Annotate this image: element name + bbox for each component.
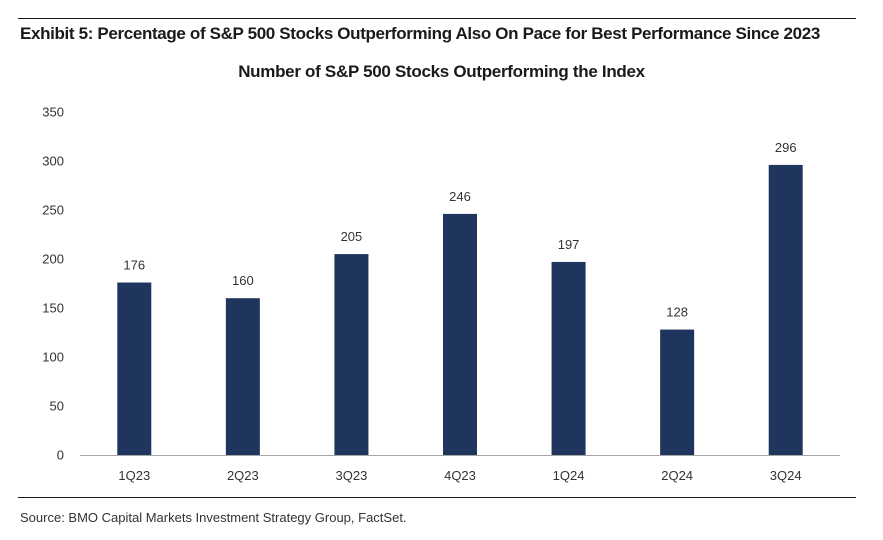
chart-title: Number of S&P 500 Stocks Outperforming t…	[238, 62, 645, 81]
bar-2q23	[225, 298, 260, 455]
bar-2q24	[660, 329, 695, 455]
source-note: Source: BMO Capital Markets Investment S…	[20, 510, 407, 525]
exhibit-title: Exhibit 5: Percentage of S&P 500 Stocks …	[20, 24, 820, 43]
data-label: 205	[341, 229, 363, 244]
bars	[117, 164, 803, 456]
y-tick-label: 150	[42, 301, 64, 316]
x-tick-label: 2Q24	[661, 468, 693, 483]
bar-3q24	[768, 164, 803, 456]
x-tick-label: 3Q24	[770, 468, 802, 483]
data-label: 128	[666, 305, 688, 320]
y-tick-label: 100	[42, 350, 64, 365]
data-label: 246	[449, 189, 471, 204]
data-label: 176	[123, 258, 145, 273]
data-label: 160	[232, 273, 254, 288]
bar-3q23	[334, 254, 369, 455]
y-tick-label: 50	[50, 399, 64, 414]
x-tick-label: 4Q23	[444, 468, 476, 483]
bar-1q24	[551, 261, 586, 455]
x-tick-label: 3Q23	[336, 468, 368, 483]
y-tick-label: 350	[42, 105, 64, 120]
x-tick-label: 1Q24	[553, 468, 585, 483]
top-rule	[18, 18, 856, 19]
y-tick-label: 0	[57, 448, 64, 463]
y-tick-label: 250	[42, 203, 64, 218]
bottom-rule	[18, 497, 856, 498]
x-tick-label: 1Q23	[118, 468, 150, 483]
y-axis-ticks: 0 50 100 150 200 250 300 350	[42, 105, 64, 463]
data-label: 197	[558, 237, 580, 252]
y-tick-label: 300	[42, 154, 64, 169]
x-axis-ticks: 1Q23 2Q23 3Q23 4Q23 1Q24 2Q24 3Q24	[118, 468, 801, 483]
bar-1q23	[117, 282, 152, 455]
data-label: 296	[775, 140, 797, 155]
bar-chart: 0 50 100 150 200 250 300 350 176 160 205 246 197 128…	[42, 105, 840, 483]
x-tick-label: 2Q23	[227, 468, 259, 483]
bar-4q23	[443, 213, 477, 455]
data-labels: 176 160 205 246 197 128 296	[123, 140, 796, 320]
y-tick-label: 200	[42, 252, 64, 267]
